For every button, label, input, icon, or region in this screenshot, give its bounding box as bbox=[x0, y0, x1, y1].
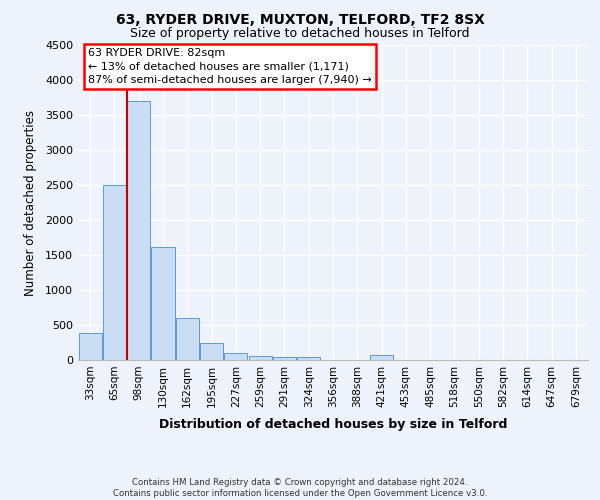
Bar bbox=[273, 356, 296, 360]
Text: 63 RYDER DRIVE: 82sqm
← 13% of detached houses are smaller (1,171)
87% of semi-d: 63 RYDER DRIVE: 82sqm ← 13% of detached … bbox=[88, 48, 372, 84]
Bar bbox=[151, 246, 175, 360]
Bar bbox=[370, 355, 393, 360]
Bar bbox=[297, 357, 320, 360]
Bar bbox=[248, 356, 272, 360]
Bar bbox=[79, 334, 101, 360]
Bar bbox=[127, 101, 150, 360]
Bar bbox=[200, 343, 223, 360]
Y-axis label: Number of detached properties: Number of detached properties bbox=[23, 110, 37, 296]
Bar bbox=[103, 185, 126, 360]
Text: 63, RYDER DRIVE, MUXTON, TELFORD, TF2 8SX: 63, RYDER DRIVE, MUXTON, TELFORD, TF2 8S… bbox=[116, 12, 484, 26]
Bar bbox=[176, 318, 199, 360]
Bar bbox=[224, 353, 247, 360]
Text: Size of property relative to detached houses in Telford: Size of property relative to detached ho… bbox=[130, 28, 470, 40]
Text: Contains HM Land Registry data © Crown copyright and database right 2024.
Contai: Contains HM Land Registry data © Crown c… bbox=[113, 478, 487, 498]
X-axis label: Distribution of detached houses by size in Telford: Distribution of detached houses by size … bbox=[159, 418, 507, 431]
